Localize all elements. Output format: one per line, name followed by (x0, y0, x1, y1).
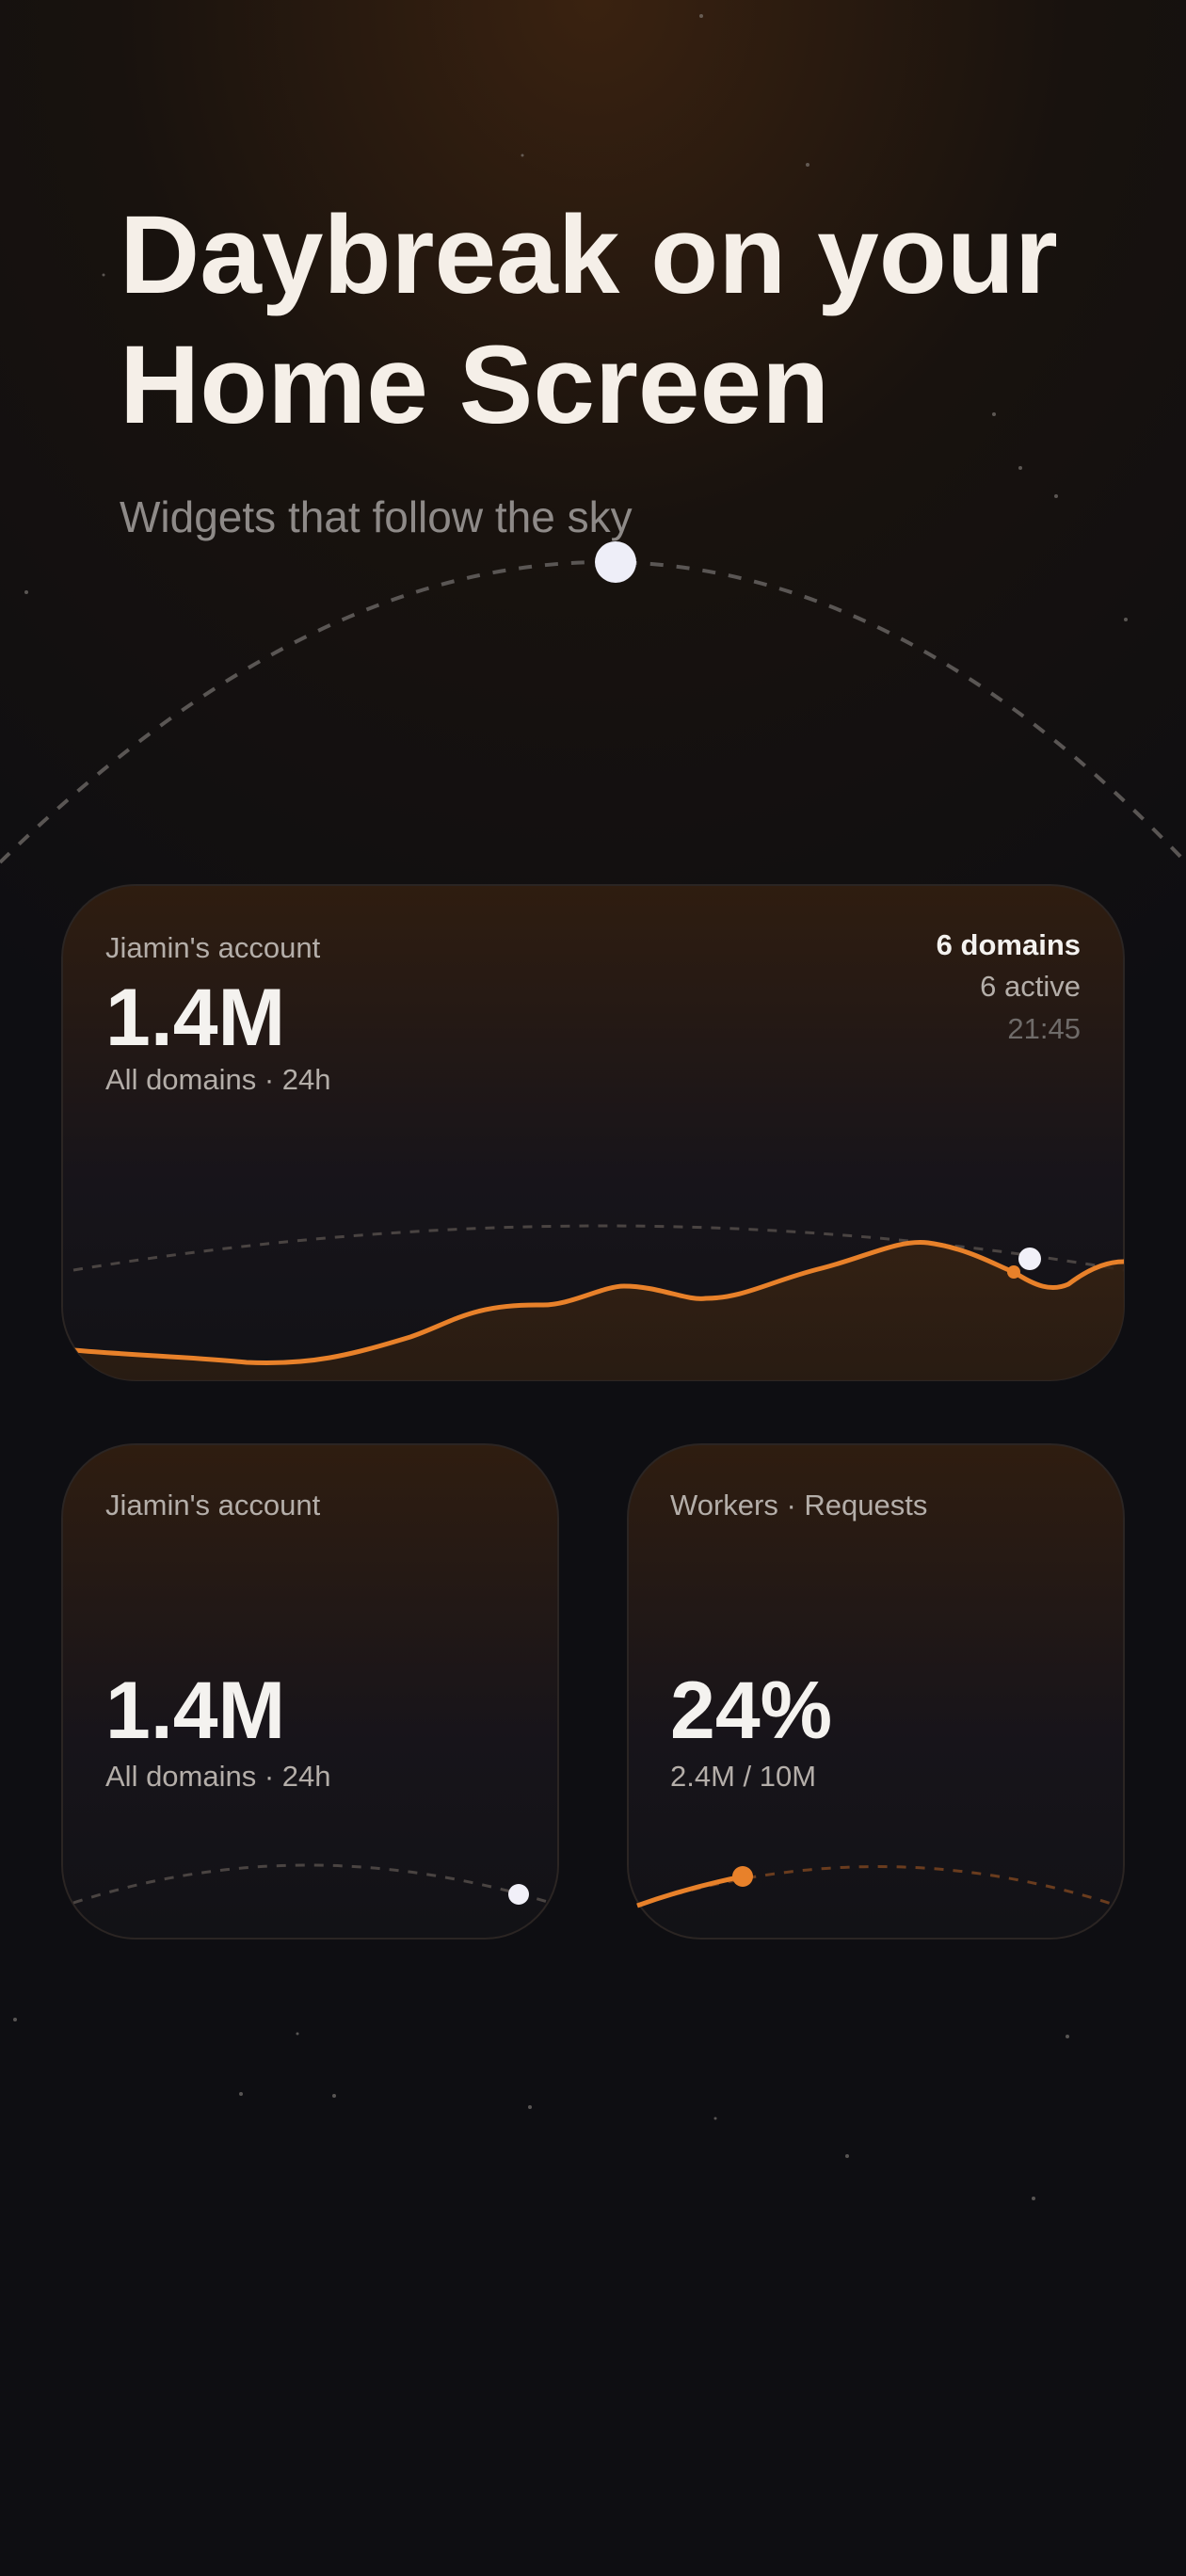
widget-small[interactable]: Workers · Requests 24% 2.4M / 10M (627, 1443, 1125, 1940)
widget-small[interactable]: Jiamin's account 1.4M All domains · 24h (61, 1443, 559, 1940)
value: 1.4M (105, 973, 285, 1063)
label: Workers · Requests (670, 1489, 927, 1521)
detail: 2.4M / 10M (670, 1760, 816, 1793)
progress-track (636, 1865, 1118, 1908)
account: Jiamin's account (105, 1489, 321, 1521)
sun (595, 541, 636, 583)
now-marker (1007, 1265, 1020, 1279)
widget-large[interactable]: Jiamin's account 1.4M All domains · 24h … (61, 884, 1125, 1384)
sun-path (72, 1863, 552, 1905)
account: Jiamin's account (105, 931, 321, 964)
sun (1018, 1248, 1041, 1270)
scope: All domains · 24h (105, 1063, 331, 1096)
progress-marker (732, 1866, 753, 1887)
sun-path (72, 1224, 1124, 1272)
value: 24% (670, 1666, 832, 1756)
sparkline-area (73, 1242, 1124, 1380)
domains: 6 domains (937, 928, 1081, 961)
value: 1.4M (105, 1666, 285, 1756)
sun (508, 1884, 529, 1905)
title-line: Daybreak on your (120, 193, 1058, 317)
progress (636, 1874, 744, 1908)
time: 21:45 (1007, 1012, 1081, 1045)
scope: All domains · 24h (105, 1760, 331, 1793)
card (61, 1443, 559, 1940)
title-line: Home Screen (120, 323, 829, 447)
stars (13, 14, 1128, 2200)
subtitle: Widgets that follow the sky (120, 492, 633, 541)
active: 6 active (980, 970, 1081, 1003)
card (627, 1443, 1125, 1940)
